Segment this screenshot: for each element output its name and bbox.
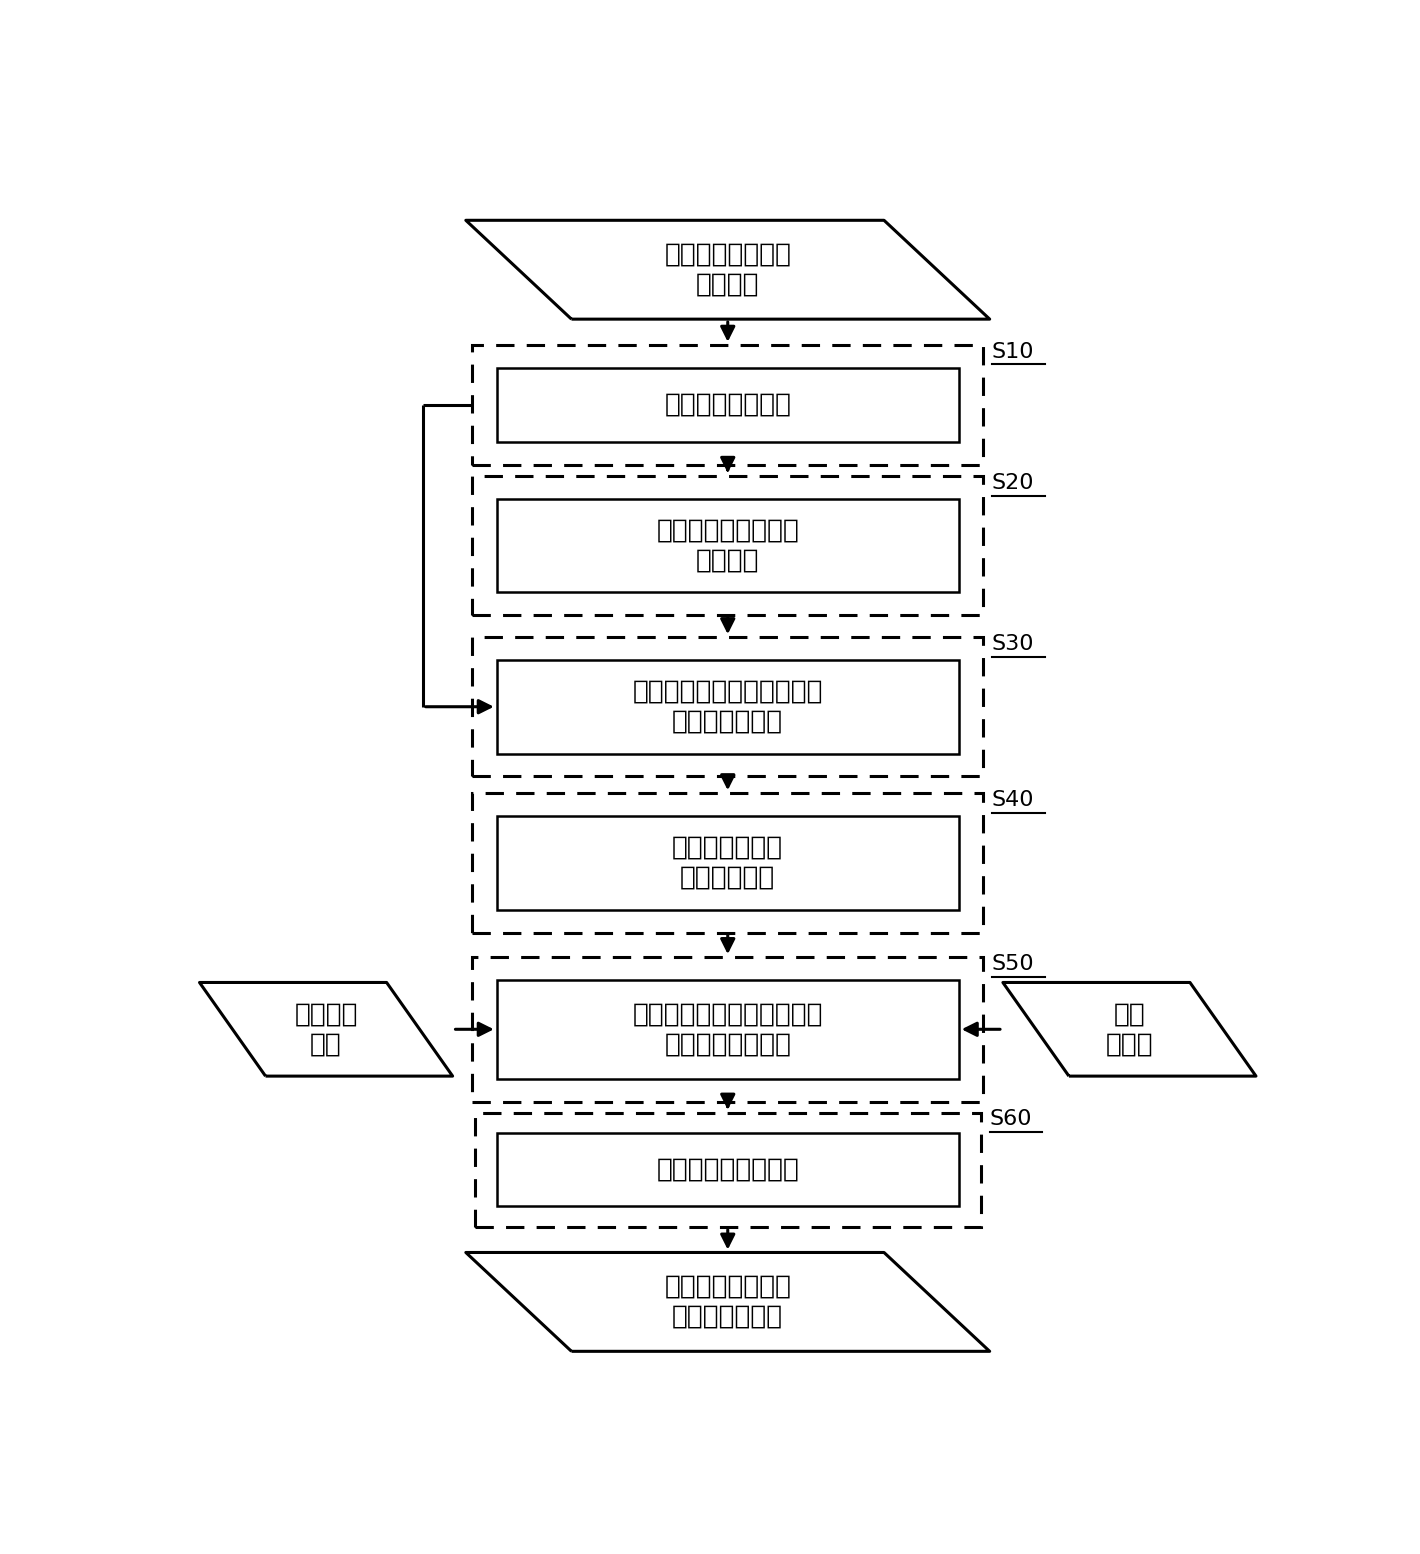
Text: S30: S30 [991,634,1034,654]
Text: 极化干涉数据滤波: 极化干涉数据滤波 [665,392,791,418]
Text: 分别估计各子块
地形干涉相位: 分别估计各子块 地形干涉相位 [672,834,784,890]
Text: 将数据划分为土地类型较为
构成的若干子块: 将数据划分为土地类型较为 构成的若干子块 [632,679,824,735]
Text: S60: S60 [990,1110,1032,1130]
Text: 复杂土地类型区域
完整的地形高度: 复杂土地类型区域 完整的地形高度 [665,1274,791,1330]
Text: 极化分类区分不同的
土地类型: 极化分类区分不同的 土地类型 [656,517,799,573]
Bar [497,981,958,1078]
Text: S20: S20 [991,472,1034,493]
Text: 极化干涉合成孔径
雷达数据: 极化干涉合成孔径 雷达数据 [665,242,791,298]
Text: S10: S10 [991,342,1034,362]
Text: 成像几何
参数: 成像几何 参数 [294,1001,358,1057]
Bar [473,793,983,932]
Bar [497,368,958,443]
Text: 地面
控制点: 地面 控制点 [1106,1001,1153,1057]
Text: 组合各子块地形高度: 组合各子块地形高度 [656,1156,799,1183]
Text: 并行处理各子块地形干涉相
位，估计地形高度: 并行处理各子块地形干涉相 位，估计地形高度 [632,1001,824,1057]
Bar [497,660,958,754]
Text: S40: S40 [991,789,1034,810]
Bar [474,1113,981,1228]
Bar [473,345,983,465]
Bar [473,476,983,615]
Text: S50: S50 [991,954,1035,974]
Bar [473,957,983,1102]
Bar [497,1133,958,1206]
Bar [497,816,958,909]
Bar [473,637,983,777]
Bar [497,499,958,592]
